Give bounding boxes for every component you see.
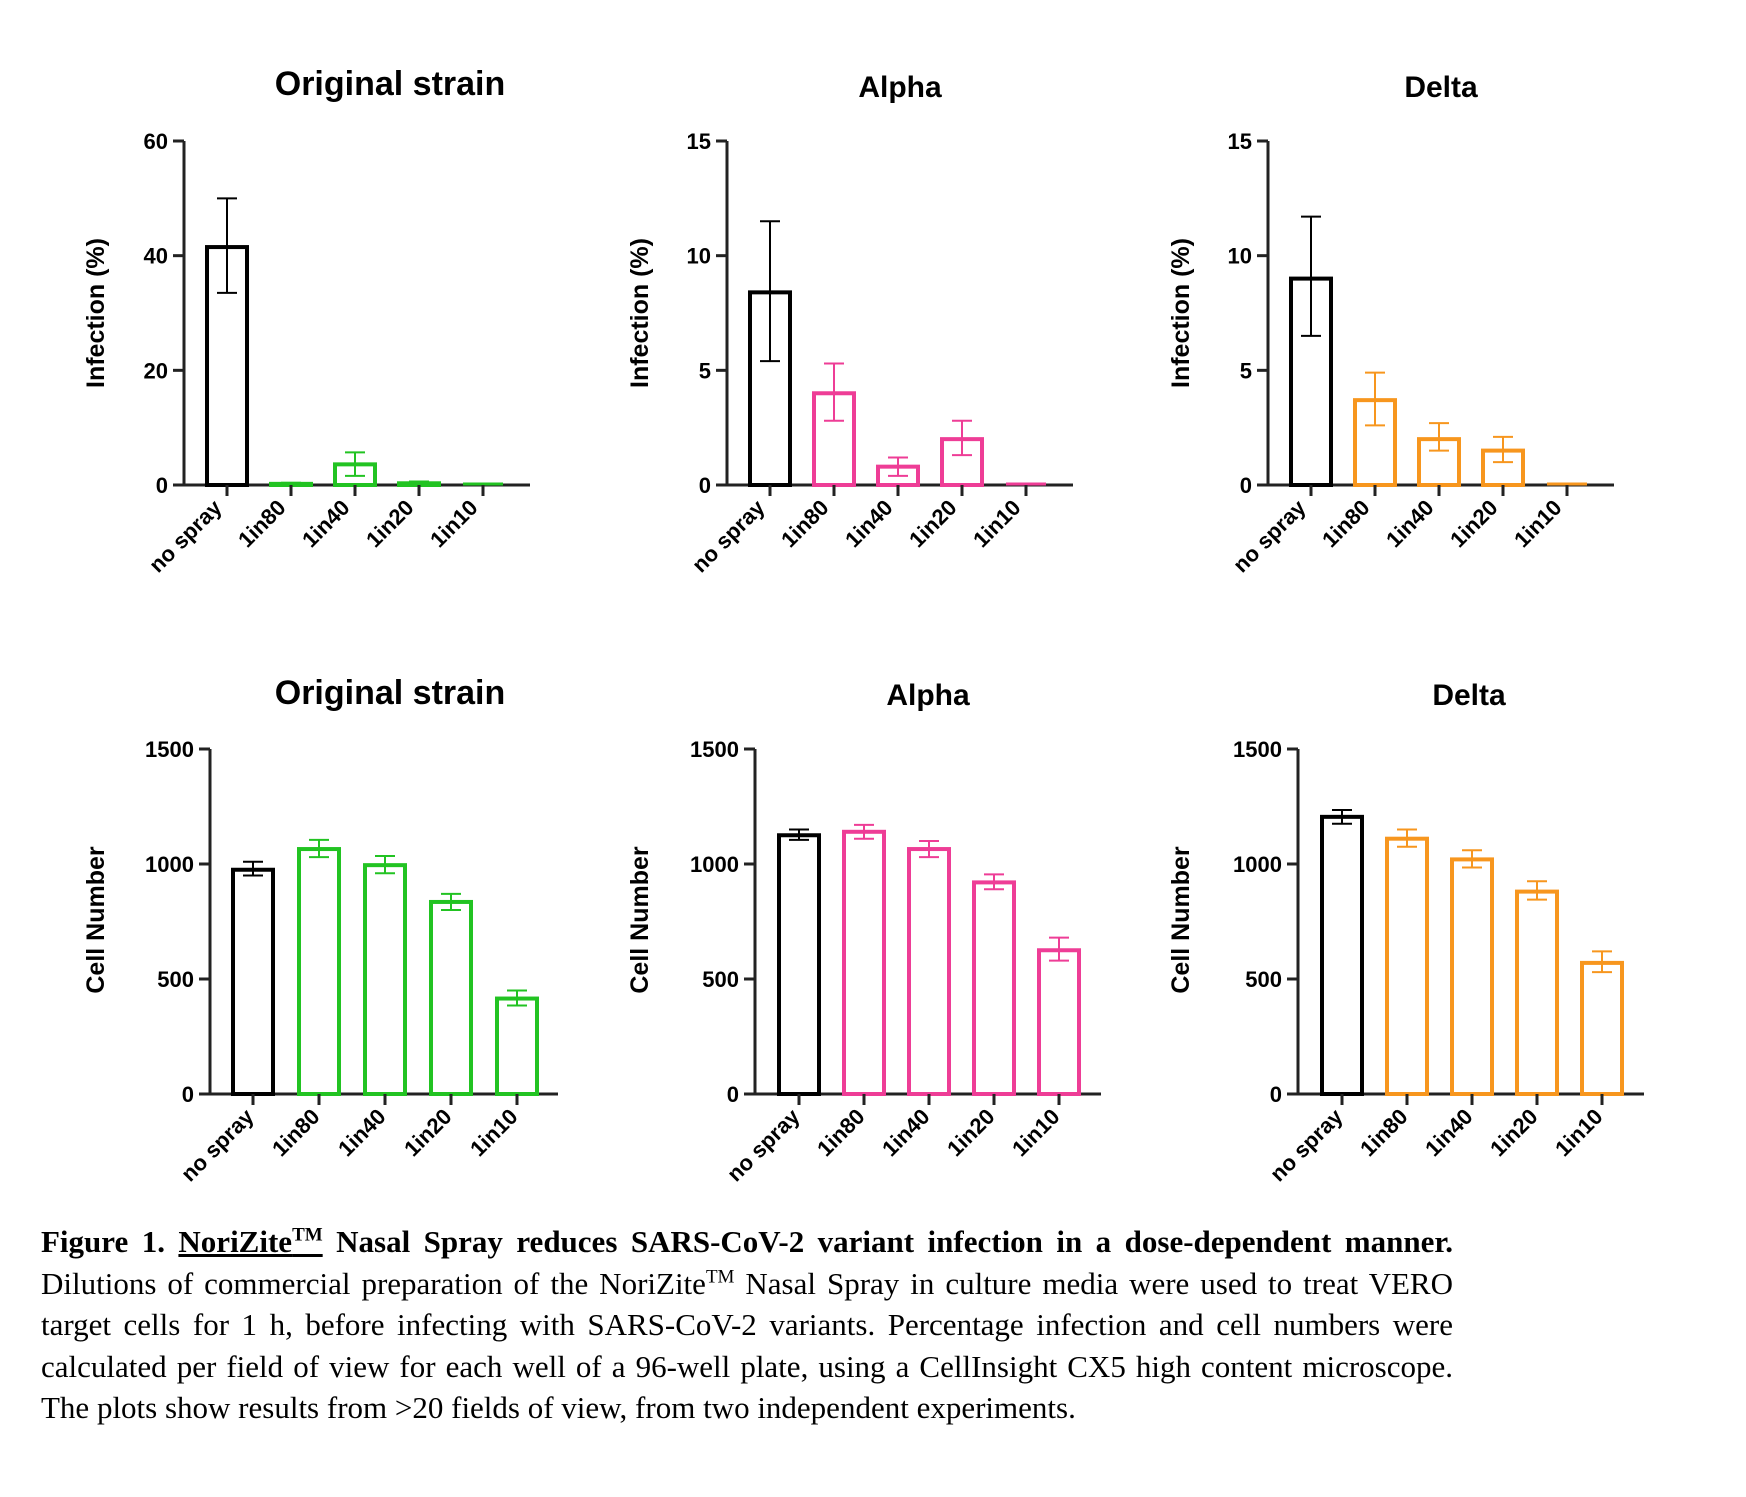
x-category-label: 1in10 [1509, 495, 1566, 552]
y-axis-label: Cell Number [82, 846, 110, 994]
x-category-label: no spray [687, 494, 770, 577]
caption-brand: NoriZiteTM [178, 1224, 322, 1259]
bar [231, 867, 275, 1096]
x-category-label: 1in10 [465, 1104, 522, 1161]
y-tick-label: 0 [727, 1082, 739, 1107]
y-axis-label: Cell Number [1167, 846, 1195, 994]
chart-panel: Alpha Cell Number 0 500 1000 1500 no spray 1in8… [626, 679, 1101, 1186]
figure-caption: Figure 1. NoriZiteTM Nasal Spray reduces… [41, 1221, 1453, 1429]
y-tick-label: 5 [699, 358, 711, 383]
y-tick-label: 15 [687, 129, 711, 154]
x-category-label: 1in10 [425, 495, 482, 552]
x-category-label: 1in20 [399, 1104, 456, 1161]
x-category-label: 1in80 [1317, 495, 1374, 552]
x-category-label: 1in40 [1420, 1104, 1477, 1161]
y-tick-label: 15 [1228, 129, 1252, 154]
y-tick-label: 1500 [145, 737, 194, 762]
x-category-label: 1in10 [1550, 1104, 1607, 1161]
bar [1450, 857, 1494, 1097]
y-tick-label: 1000 [690, 852, 739, 877]
y-tick-label: 1500 [690, 737, 739, 762]
y-tick-label: 0 [1240, 473, 1252, 498]
bar [1580, 960, 1624, 1097]
bar [1037, 948, 1081, 1096]
y-tick-label: 1500 [1233, 737, 1282, 762]
caption-text-a: Dilutions of commercial preparation of t… [41, 1265, 706, 1301]
x-category-label: 1in80 [1355, 1104, 1412, 1161]
chart-panel: Original strain Cell Number 0 500 1000 1500 no… [82, 674, 558, 1186]
bar [363, 863, 407, 1097]
x-category-label: 1in40 [1381, 495, 1438, 552]
bar [495, 996, 539, 1096]
y-tick-label: 60 [144, 129, 168, 154]
caption-figure-label: Figure 1. [41, 1224, 165, 1259]
y-tick-label: 20 [144, 358, 168, 383]
x-category-label: 1in20 [942, 1104, 999, 1161]
y-axis-label: Infection (%) [626, 238, 654, 388]
x-category-label: 1in40 [297, 495, 354, 552]
y-tick-label: 0 [182, 1082, 194, 1107]
x-category-label: 1in40 [840, 495, 897, 552]
chart-title: Delta [1404, 71, 1478, 104]
x-category-label: 1in80 [267, 1104, 324, 1161]
chart-title: Delta [1432, 679, 1506, 712]
y-tick-label: 0 [1270, 1082, 1282, 1107]
bar [297, 847, 341, 1096]
caption-brand-name: NoriZite [178, 1224, 293, 1259]
x-category-label: 1in20 [1485, 1104, 1542, 1161]
y-axis-label: Infection (%) [82, 238, 110, 388]
chart-panel: Original strain Infection (%) 0 20 40 60 no sp… [82, 65, 530, 577]
caption-text-b: Nasal Spray in culture media were used t… [41, 1265, 1453, 1426]
x-category-label: 1in20 [1445, 495, 1502, 552]
y-tick-label: 500 [1245, 967, 1282, 992]
caption-bold-title: Nasal Spray reduces SARS-CoV-2 variant i… [336, 1224, 1454, 1259]
x-category-label: no spray [144, 494, 227, 577]
bar [1320, 814, 1364, 1096]
x-category-label: no spray [1228, 494, 1311, 577]
x-category-label: no spray [176, 1103, 259, 1186]
y-axis-label: Cell Number [626, 846, 654, 994]
bar [972, 880, 1016, 1097]
x-category-label: no spray [722, 1103, 805, 1186]
y-tick-label: 0 [699, 473, 711, 498]
x-category-label: no spray [1265, 1103, 1348, 1186]
x-category-label: 1in20 [361, 495, 418, 552]
y-tick-label: 500 [702, 967, 739, 992]
bar [429, 899, 473, 1097]
bar [907, 847, 951, 1096]
bar [842, 829, 886, 1096]
y-tick-label: 1000 [145, 852, 194, 877]
x-category-label: 1in10 [1007, 1104, 1064, 1161]
chart-title: Alpha [886, 679, 970, 712]
bar [777, 833, 821, 1096]
x-category-label: 1in80 [812, 1104, 869, 1161]
x-category-label: 1in10 [968, 495, 1025, 552]
y-axis-label: Infection (%) [1167, 238, 1195, 388]
x-category-label: 1in80 [233, 495, 290, 552]
caption-tm: TM [705, 1266, 735, 1288]
y-tick-label: 40 [144, 244, 168, 269]
bar [1385, 836, 1429, 1097]
y-tick-label: 5 [1240, 358, 1252, 383]
chart-title: Original strain [275, 65, 506, 103]
x-category-label: 1in40 [877, 1104, 934, 1161]
y-tick-label: 10 [1228, 244, 1252, 269]
bar [1515, 889, 1559, 1096]
y-tick-label: 1000 [1233, 852, 1282, 877]
caption-brand-tm: TM [292, 1224, 323, 1246]
y-tick-label: 10 [687, 244, 711, 269]
x-category-label: 1in20 [904, 495, 961, 552]
x-category-label: 1in80 [776, 495, 833, 552]
y-tick-label: 0 [156, 473, 168, 498]
y-tick-label: 500 [157, 967, 194, 992]
chart-title: Alpha [858, 71, 942, 104]
chart-title: Original strain [275, 674, 506, 712]
chart-panel: Delta Cell Number 0 500 1000 1500 no spray 1in8… [1167, 679, 1644, 1186]
figure-charts: Original strain Infection (%) 0 20 40 60 no sp… [82, 65, 1644, 1186]
x-category-label: 1in40 [333, 1104, 390, 1161]
